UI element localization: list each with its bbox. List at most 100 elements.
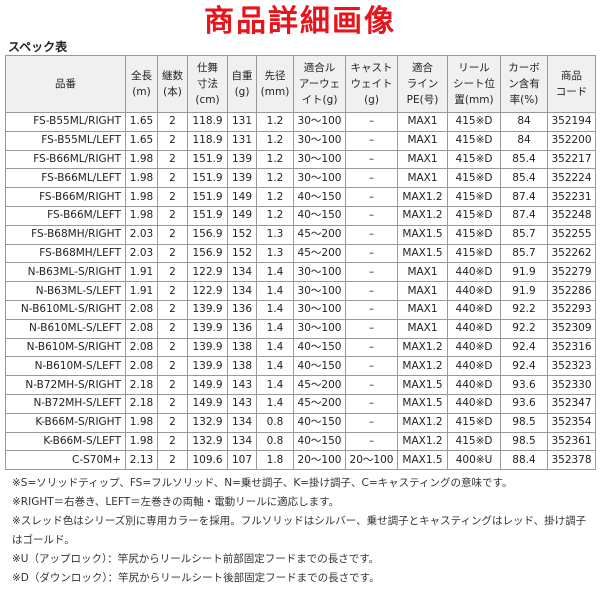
table-cell: 45～200 [293, 224, 346, 245]
table-cell: – [345, 262, 398, 283]
table-cell: N-B63ML-S/LEFT [5, 281, 126, 301]
table-cell: 91.9 [500, 281, 548, 301]
table-cell: N-B72MH-S/RIGHT [5, 375, 126, 395]
table-cell: 151.9 [187, 168, 228, 189]
table-cell: 1.98 [125, 168, 158, 189]
table-cell: 1.98 [125, 205, 158, 226]
notes: ※S=ソリッドティップ、FS=フルソリッド、N=乗せ調子、K=掛け調子、C=キャ… [12, 474, 592, 588]
table-cell: 2 [157, 149, 188, 170]
table-cell: 134 [227, 281, 257, 301]
table-cell: 122.9 [187, 262, 228, 283]
table-cell: 2.08 [125, 318, 158, 339]
table-cell: 30～100 [293, 262, 346, 283]
header-line: 商品 [561, 70, 582, 82]
table-cell: 92.4 [500, 337, 548, 358]
table-cell: N-B72MH-S/LEFT [5, 393, 126, 414]
table-cell: 2 [157, 281, 188, 301]
table-cell: 1.4 [256, 262, 294, 283]
table-cell: 415※D [447, 187, 501, 207]
table-row: N-B72MH-S/LEFT 2.18 2 149.9 143 1.4 45～200– MAX… [5, 393, 596, 414]
table-cell: 30～100 [293, 168, 346, 189]
header-line: 仕舞 [197, 62, 218, 74]
column-header: 全長 (m) [125, 55, 158, 113]
table-cell: 93.6 [500, 393, 548, 414]
table-cell: 352361 [547, 431, 596, 452]
table-cell: 352224 [547, 168, 596, 189]
table-cell: MAX1 [397, 168, 448, 189]
table-cell: 139.9 [187, 356, 228, 377]
table-cell: 139.9 [187, 299, 228, 320]
table-cell: 40～150 [293, 431, 346, 452]
table-cell: MAX1.5 [397, 450, 448, 471]
column-header: カーボ ン含有 率(%) [500, 55, 548, 113]
column-header: リール シート位 置(mm) [447, 55, 501, 113]
table-cell: 352330 [547, 375, 596, 395]
table-cell: – [345, 130, 398, 151]
table-cell: 40～150 [293, 337, 346, 358]
table-cell: 151.9 [187, 187, 228, 207]
table-cell: 132.9 [187, 412, 228, 433]
table-cell: 92.2 [500, 318, 548, 339]
subtitle: スペック表 [8, 40, 68, 54]
table-cell: MAX1 [397, 262, 448, 283]
table-cell: 2 [157, 431, 188, 452]
header-line: イト(g) [301, 94, 338, 106]
table-cell: 352255 [547, 224, 596, 245]
table-cell: 1.4 [256, 337, 294, 358]
table-cell: 136 [227, 318, 257, 339]
table-cell: 1.4 [256, 281, 294, 301]
table-cell: 1.98 [125, 431, 158, 452]
table-cell: – [345, 393, 398, 414]
table-cell: 2 [157, 262, 188, 283]
header-line: 自重 [231, 70, 253, 82]
table-cell: 88.4 [500, 450, 548, 471]
table-cell: 151.9 [187, 205, 228, 226]
header-line: アーウェ [298, 78, 341, 90]
table-cell: 2 [157, 412, 188, 433]
table-cell: 1.2 [256, 205, 294, 226]
table-cell: – [345, 375, 398, 395]
table-cell: 352200 [547, 130, 596, 151]
column-header: 適合ルアーウェイト(g) [293, 55, 346, 113]
table-cell: MAX1.2 [397, 431, 448, 452]
table-cell: 415※D [447, 130, 501, 151]
table-cell: 30～100 [293, 112, 346, 132]
table-cell: 2 [157, 318, 188, 339]
table-row: FS-B66M/LEFT 1.98 2 151.9 149 1.2 40～150– MAX1.… [5, 205, 596, 226]
note: ※D（ダウンロック）：竿尻からリールシート後部固定フードまでの長さです。 [12, 572, 380, 584]
table-cell: MAX1 [397, 299, 448, 320]
table-cell: 2.13 [125, 450, 158, 471]
table-cell: 98.5 [500, 431, 548, 452]
table-cell: MAX1.5 [397, 224, 448, 245]
header-line: ン含有 [508, 78, 540, 90]
table-cell: – [345, 168, 398, 189]
table-cell: 352217 [547, 149, 596, 170]
table-cell: – [345, 187, 398, 207]
table-cell: MAX1 [397, 130, 448, 151]
table-cell: 2.08 [125, 356, 158, 377]
table-cell: – [345, 205, 398, 226]
table-cell: 143 [227, 393, 257, 414]
header-line: キャスト [350, 62, 393, 74]
table-cell: 132.9 [187, 431, 228, 452]
table-cell: MAX1.5 [397, 393, 448, 414]
header-line: 適合ル [303, 62, 336, 74]
table-cell: C-S70M+ [5, 450, 126, 471]
header-line: (cm) [195, 94, 220, 106]
table-cell: 1.4 [256, 393, 294, 414]
table-cell: 415※D [447, 243, 501, 264]
table-cell: 40～150 [293, 356, 346, 377]
table-cell: 91.9 [500, 262, 548, 283]
column-header: 仕舞 寸法 (cm) [187, 55, 228, 113]
header-line: ウェイト [350, 78, 393, 90]
table-cell: 2 [157, 243, 188, 264]
table-cell: MAX1.5 [397, 375, 448, 395]
table-cell: 352194 [547, 112, 596, 132]
table-cell: FS-B66ML/RIGHT [5, 149, 126, 170]
header-line: 品番 [55, 78, 76, 90]
table-cell: 152 [227, 243, 257, 264]
table-cell: 156.9 [187, 243, 228, 264]
table-cell: – [345, 318, 398, 339]
header-line: 率(%) [509, 94, 539, 106]
